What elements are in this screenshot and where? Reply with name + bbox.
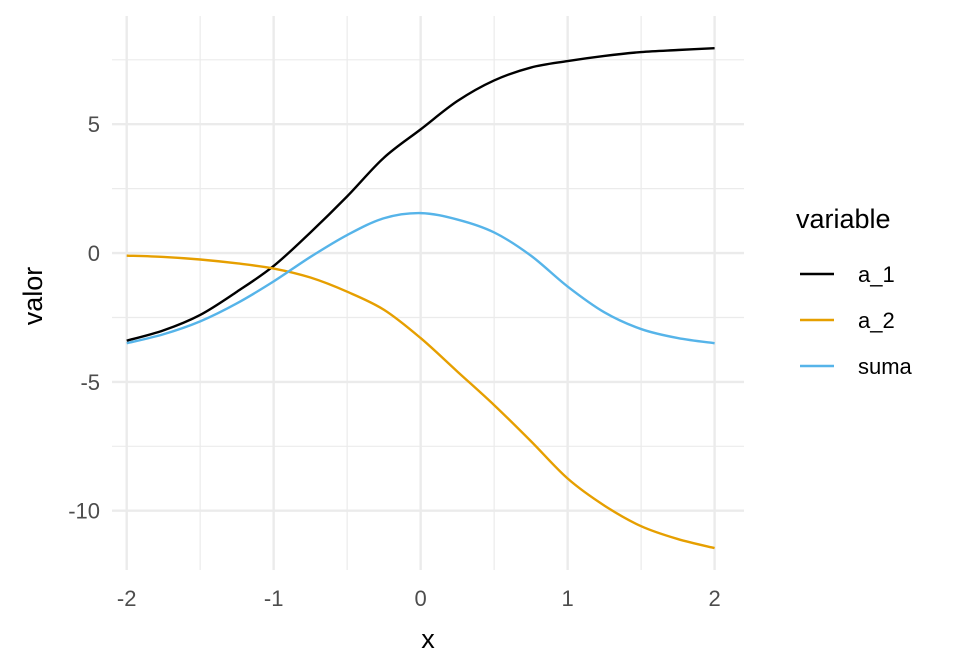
- y-tick-label: -10: [68, 499, 100, 524]
- y-axis-title: valor: [18, 267, 48, 326]
- series-line-a-2: [126, 254, 715, 550]
- legend-label-a-1: a_1: [858, 262, 895, 287]
- y-tick-label: -5: [80, 370, 100, 395]
- series-line-a-1: [126, 47, 715, 342]
- x-tick-label: 1: [562, 586, 574, 611]
- legend-title: variable: [796, 204, 891, 234]
- legend-label-a-2: a_2: [858, 308, 895, 333]
- legend-label-suma: suma: [858, 354, 913, 379]
- x-tick-label: 2: [708, 586, 720, 611]
- x-tick-label: -2: [117, 586, 137, 611]
- y-axis-ticks: -10 -5 0 5: [68, 112, 100, 524]
- x-tick-label: 0: [415, 586, 427, 611]
- x-axis-ticks: -2 -1 0 1 2: [117, 586, 721, 611]
- x-axis-title: x: [421, 624, 435, 654]
- y-tick-label: 0: [88, 241, 100, 266]
- x-tick-label: -1: [264, 586, 284, 611]
- plot-lines: [126, 47, 715, 550]
- plot-grid: [112, 16, 744, 570]
- y-tick-label: 5: [88, 112, 100, 137]
- series-line-suma: [126, 211, 715, 345]
